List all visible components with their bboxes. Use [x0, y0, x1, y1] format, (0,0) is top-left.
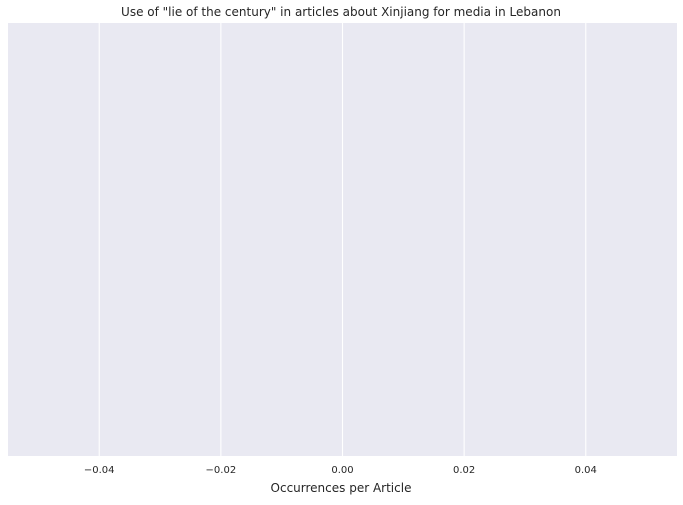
- grid-lines: [98, 23, 587, 456]
- x-tick-label: 0.02: [453, 465, 475, 476]
- x-tick-label: 0.00: [331, 465, 353, 476]
- chart-title: Use of "lie of the century" in articles …: [121, 5, 561, 19]
- x-axis-label: Occurrences per Article: [271, 481, 412, 495]
- x-tick-label: 0.04: [575, 465, 597, 476]
- x-tick-label: −0.02: [206, 465, 237, 476]
- x-tick-label: −0.04: [84, 465, 115, 476]
- x-axis-ticks: −0.04 −0.02 0.00 0.02 0.04: [84, 465, 597, 476]
